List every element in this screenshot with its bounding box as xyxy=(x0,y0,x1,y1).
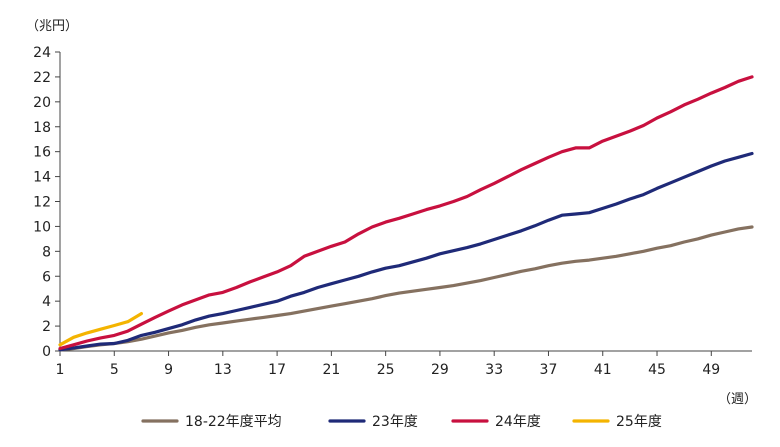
x-tick-label: 45 xyxy=(648,362,666,378)
y-tick-label: 6 xyxy=(42,269,51,285)
y-axis-unit-label: （兆円） xyxy=(26,19,78,34)
y-tick-label: 16 xyxy=(33,145,51,161)
series-line-3 xyxy=(58,312,143,347)
x-tick-label: 1 xyxy=(56,362,65,378)
y-tick-label: 8 xyxy=(42,244,51,260)
x-tick-label: 13 xyxy=(214,362,232,378)
legend-label-0: 18-22年度平均 xyxy=(185,414,282,430)
y-tick-label: 14 xyxy=(33,170,51,186)
y-tick-label: 18 xyxy=(33,120,51,136)
x-tick-label: 9 xyxy=(164,362,173,378)
x-tick-label: 37 xyxy=(540,362,558,378)
legend-label-1: 23年度 xyxy=(372,414,418,430)
x-tick-label: 21 xyxy=(322,362,340,378)
x-tick-label: 49 xyxy=(702,362,720,378)
series-line-2 xyxy=(58,75,754,351)
legend-label-3: 25年度 xyxy=(616,414,662,430)
y-tick-label: 10 xyxy=(33,219,51,235)
x-axis-unit-label: （週） xyxy=(718,392,757,407)
legend-label-2: 24年度 xyxy=(495,414,541,430)
series-line-1 xyxy=(58,151,754,352)
x-tick-label: 41 xyxy=(594,362,612,378)
y-tick-label: 0 xyxy=(42,344,51,360)
y-tick-label: 24 xyxy=(33,45,51,61)
x-tick-label: 29 xyxy=(431,362,449,378)
y-tick-label: 2 xyxy=(42,319,51,335)
x-tick-label: 33 xyxy=(485,362,503,378)
x-tick-label: 17 xyxy=(268,362,286,378)
y-tick-label: 12 xyxy=(33,195,51,211)
x-tick-label: 25 xyxy=(377,362,395,378)
y-tick-label: 22 xyxy=(33,70,51,86)
legend: 18-22年度平均 23年度 24年度 25年度 xyxy=(141,414,662,430)
series-lines xyxy=(58,75,754,352)
series-line-0 xyxy=(58,225,754,352)
y-tick-label: 20 xyxy=(33,95,51,111)
x-tick-label: 5 xyxy=(110,362,119,378)
x-axis: 1 5 9 13 17 21 25 29 33 37 41 45 49 xyxy=(56,350,752,378)
y-tick-label: 4 xyxy=(42,294,51,310)
